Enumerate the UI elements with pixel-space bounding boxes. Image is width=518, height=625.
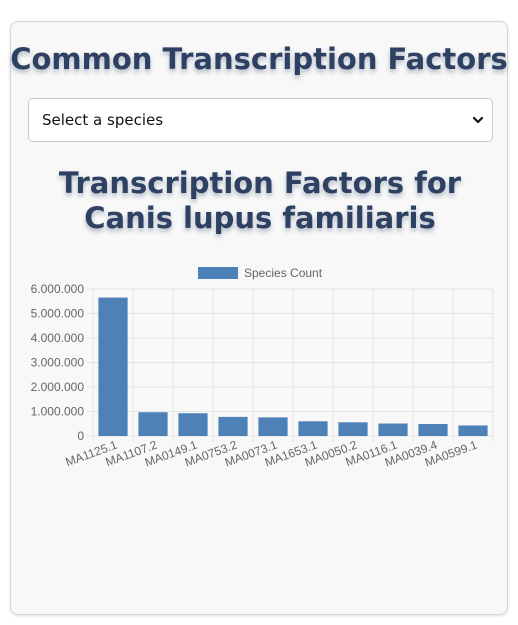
bar-MA1107.2 [138, 412, 168, 436]
chevron-down-icon [472, 116, 484, 124]
x-axis: MA1125.1MA1107.2MA0149.1MA0753.2MA0073.1… [64, 438, 480, 470]
bar-MA0599.1 [458, 425, 488, 436]
bar-chart: Species Count 0 1.000.000 2.000.000 3.000.0… [31, 266, 494, 470]
bar-MA0050.2 [338, 422, 368, 436]
legend-swatch [198, 267, 238, 279]
y-tick-label: 3.000.000 [31, 356, 85, 370]
y-axis: 0 1.000.000 2.000.000 3.000.000 4.000.000 5.0… [31, 282, 85, 443]
y-tick-label: 0 [77, 429, 84, 443]
legend-label: Species Count [244, 266, 323, 280]
y-tick-label: 4.000.000 [31, 331, 85, 345]
y-tick-label: 2.000.000 [31, 380, 85, 394]
species-select[interactable]: Select a species [28, 98, 493, 142]
bar-MA1653.1 [298, 421, 328, 436]
page-title: Common Transcription Factors [10, 42, 508, 76]
bar-MA0073.1 [258, 417, 288, 436]
bar-MA1125.1 [98, 297, 128, 436]
chart-title: Transcription Factors for Canis lupus fa… [58, 166, 462, 235]
bar-MA0753.2 [218, 416, 248, 436]
bar-MA0149.1 [178, 413, 208, 436]
bar-MA0116.1 [378, 423, 408, 436]
species-select-value: Select a species [42, 111, 164, 129]
bar-MA0039.4 [418, 423, 448, 436]
chart-legend: Species Count [198, 266, 323, 280]
y-tick-label: 1.000.000 [31, 405, 85, 419]
y-tick-label: 6.000.000 [31, 282, 85, 296]
bar-series [98, 297, 488, 436]
y-tick-label: 5.000.000 [31, 307, 85, 321]
